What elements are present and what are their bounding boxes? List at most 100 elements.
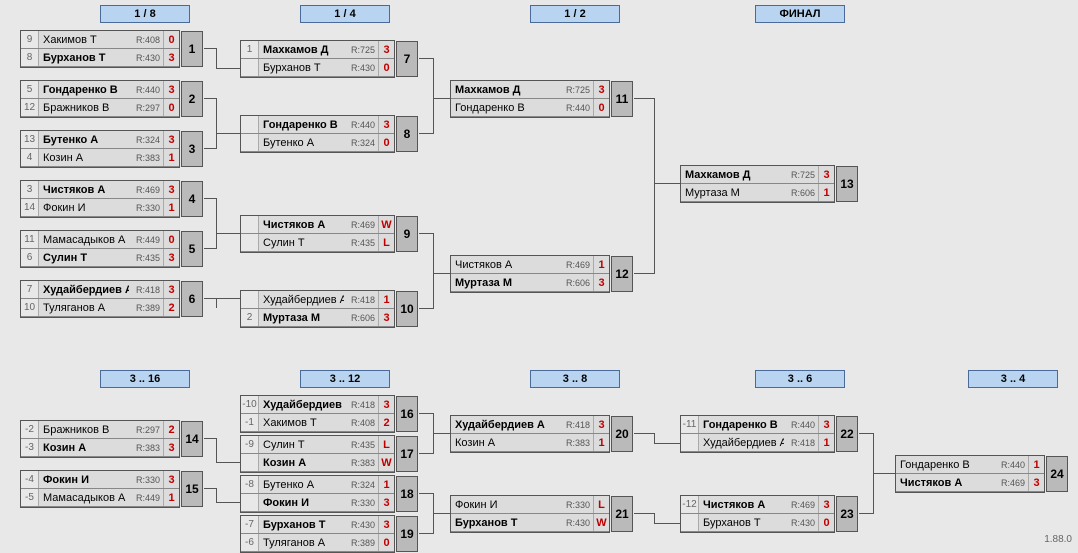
seed: 3	[21, 181, 39, 198]
score: 3	[163, 281, 179, 298]
match-11: Махкамов ДR:7253Гондаренко ВR:440011	[450, 80, 610, 118]
player-name: Бурханов Т	[259, 519, 344, 531]
match-number: 21	[611, 496, 633, 532]
connector	[216, 233, 240, 234]
match-1: 9Хакимов ТR:40808Бурханов ТR:43031	[20, 30, 180, 68]
match-row: -9Сулин ТR:435L	[241, 436, 394, 454]
player-rating: R:725	[784, 170, 818, 180]
connector	[216, 198, 217, 249]
connector	[634, 513, 654, 514]
match-9: Чистяков АR:469WСулин ТR:435L9	[240, 215, 395, 253]
match-row: Бурханов ТR:4300	[681, 514, 834, 532]
player-rating: R:430	[344, 520, 378, 530]
player-rating: R:383	[559, 438, 593, 448]
connector	[433, 233, 434, 309]
player-rating: R:389	[129, 303, 163, 313]
seed: 8	[21, 49, 39, 66]
connector	[216, 502, 240, 503]
connector	[433, 98, 450, 99]
player-rating: R:418	[344, 400, 378, 410]
match-row: Бурханов ТR:4300	[241, 59, 394, 77]
match-row: Гондаренко ВR:4403	[241, 116, 394, 134]
match-number: 18	[396, 476, 418, 512]
score: 2	[163, 299, 179, 316]
match-21: Фокин ИR:330LБурханов ТR:430W21	[450, 495, 610, 533]
player-name: Сулин Т	[259, 237, 344, 249]
player-name: Сулин Т	[39, 252, 129, 264]
score: 1	[818, 184, 834, 201]
connector	[634, 273, 654, 274]
player-rating: R:440	[994, 460, 1028, 470]
connector	[419, 133, 433, 134]
player-name: Козин А	[39, 442, 129, 454]
match-3: 13Бутенко АR:32434Козин АR:38313	[20, 130, 180, 168]
player-rating: R:469	[559, 260, 593, 270]
score: 3	[818, 496, 834, 513]
score: 0	[378, 59, 394, 76]
player-rating: R:383	[129, 443, 163, 453]
connector	[204, 248, 216, 249]
connector	[216, 438, 217, 462]
seed: -5	[21, 489, 39, 506]
score: 1	[163, 489, 179, 506]
round-header-r36: 3 .. 6	[755, 370, 845, 388]
score: W	[593, 514, 609, 531]
player-name: Чистяков А	[699, 499, 784, 511]
player-rating: R:297	[129, 425, 163, 435]
match-row: -10Худайбердиев АR:4183	[241, 396, 394, 414]
connector	[654, 183, 680, 184]
player-rating: R:330	[129, 475, 163, 485]
match-7: 1Махкамов ДR:7253Бурханов ТR:43007	[240, 40, 395, 78]
score: 3	[378, 494, 394, 511]
score: 0	[163, 231, 179, 248]
connector	[419, 493, 433, 494]
seed: 11	[21, 231, 39, 248]
match-number: 3	[181, 131, 203, 167]
player-name: Мамасадыков А	[39, 234, 129, 246]
connector	[654, 513, 655, 523]
match-row: 4Козин АR:3831	[21, 149, 179, 167]
connector	[433, 58, 434, 134]
seed: -12	[681, 496, 699, 513]
player-name: Туляганов А	[39, 302, 129, 314]
match-row: Худайбердиев АR:4181	[681, 434, 834, 452]
score: W	[378, 216, 394, 233]
player-name: Бражников В	[39, 424, 129, 436]
version-label: 1.88.0	[1044, 534, 1072, 545]
score: 3	[378, 396, 394, 413]
connector	[634, 433, 654, 434]
player-name: Худайбердиев А	[451, 419, 559, 431]
match-22: -11Гондаренко ВR:4403Худайбердиев АR:418…	[680, 415, 835, 453]
player-rating: R:725	[344, 45, 378, 55]
match-2: 5Гондаренко ВR:440312Бражников ВR:29702	[20, 80, 180, 118]
match-row: Фокин ИR:330L	[451, 496, 609, 514]
score: 3	[818, 166, 834, 183]
match-row: 14Фокин ИR:3301	[21, 199, 179, 217]
match-8: Гондаренко ВR:4403Бутенко АR:32408	[240, 115, 395, 153]
player-name: Гондаренко В	[39, 84, 129, 96]
score: 1	[378, 476, 394, 493]
match-row: Худайбердиев АR:4181	[241, 291, 394, 309]
connector	[204, 438, 216, 439]
score: 3	[163, 471, 179, 488]
match-row: -11Гондаренко ВR:4403	[681, 416, 834, 434]
match-row: -1Хакимов ТR:4082	[241, 414, 394, 432]
round-header-r316: 3 .. 16	[100, 370, 190, 388]
match-row: 6Сулин ТR:4353	[21, 249, 179, 267]
seed: -9	[241, 436, 259, 453]
match-row: Козин АR:3831	[451, 434, 609, 452]
connector	[654, 443, 680, 444]
player-rating: R:469	[784, 500, 818, 510]
player-name: Гондаренко В	[699, 419, 784, 431]
connector	[216, 298, 217, 308]
player-name: Гондаренко В	[896, 459, 994, 471]
match-row: -4Фокин ИR:3303	[21, 471, 179, 489]
player-rating: R:469	[344, 220, 378, 230]
seed	[241, 116, 259, 133]
player-rating: R:430	[129, 53, 163, 63]
score: 3	[378, 309, 394, 326]
score: 0	[818, 514, 834, 531]
player-rating: R:430	[784, 518, 818, 528]
round-header-final: ФИНАЛ	[755, 5, 845, 23]
score: 1	[163, 199, 179, 216]
